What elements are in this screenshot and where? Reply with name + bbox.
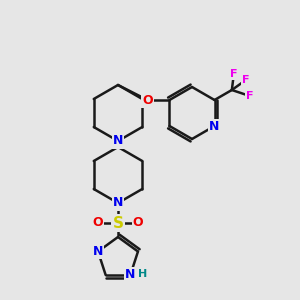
Text: N: N xyxy=(125,268,136,281)
Text: O: O xyxy=(133,217,143,230)
Text: F: F xyxy=(242,75,250,85)
Text: F: F xyxy=(230,69,238,79)
Text: S: S xyxy=(112,215,124,230)
Text: N: N xyxy=(93,245,103,258)
Text: O: O xyxy=(93,217,103,230)
Text: O: O xyxy=(142,94,153,106)
Text: N: N xyxy=(113,134,123,148)
Text: H: H xyxy=(138,269,147,279)
Text: N: N xyxy=(209,119,220,133)
Text: F: F xyxy=(246,91,253,101)
Text: N: N xyxy=(113,196,123,209)
